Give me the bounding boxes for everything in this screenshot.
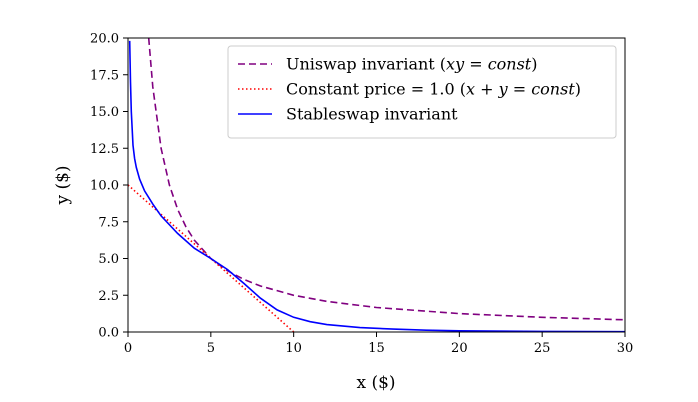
- legend-box: [227, 45, 617, 139]
- y-tick-label: 2.5: [98, 289, 119, 304]
- y-tick-label: 10.0: [90, 179, 119, 194]
- y-tick-label: 0.0: [98, 326, 119, 341]
- x-axis-label: x ($): [356, 373, 395, 393]
- x-tick-label: 0: [124, 341, 132, 356]
- y-tick-label: 20.0: [90, 32, 119, 47]
- x-tick-label: 25: [534, 341, 551, 356]
- y-tick-label: 7.5: [98, 215, 119, 230]
- x-tick-label: 20: [451, 341, 468, 356]
- x-tick-label: 30: [617, 341, 634, 356]
- x-tick-label: 10: [285, 341, 302, 356]
- y-tick-label: 15.0: [90, 105, 119, 120]
- series-layer: [127, 37, 626, 333]
- legend-label-2: Stableswap invariant: [286, 105, 458, 124]
- series-line-0: [147, 37, 626, 321]
- y-tick-label: 12.5: [90, 142, 119, 157]
- y-tick-label: 17.5: [90, 68, 119, 83]
- legend-label-0: Uniswap invariant (xy = const): [286, 55, 537, 74]
- legend: Uniswap invariant (xy = const) Constant p…: [227, 45, 617, 139]
- x-tick-label: 5: [207, 341, 215, 356]
- y-tick-label: 5.0: [98, 252, 119, 267]
- y-axis-label: y ($): [53, 165, 73, 205]
- series-line-2: [128, 40, 626, 333]
- x-tick-label: 15: [368, 341, 385, 356]
- legend-label-1: Constant price = 1.0 (x + y = const): [286, 80, 581, 99]
- series-line-1: [127, 184, 295, 333]
- axes-layer: 0 5 10 15 20 25 30 0.0 2.5 5.0 7.5 10.0 12.5 15.0 17.5…: [90, 32, 633, 357]
